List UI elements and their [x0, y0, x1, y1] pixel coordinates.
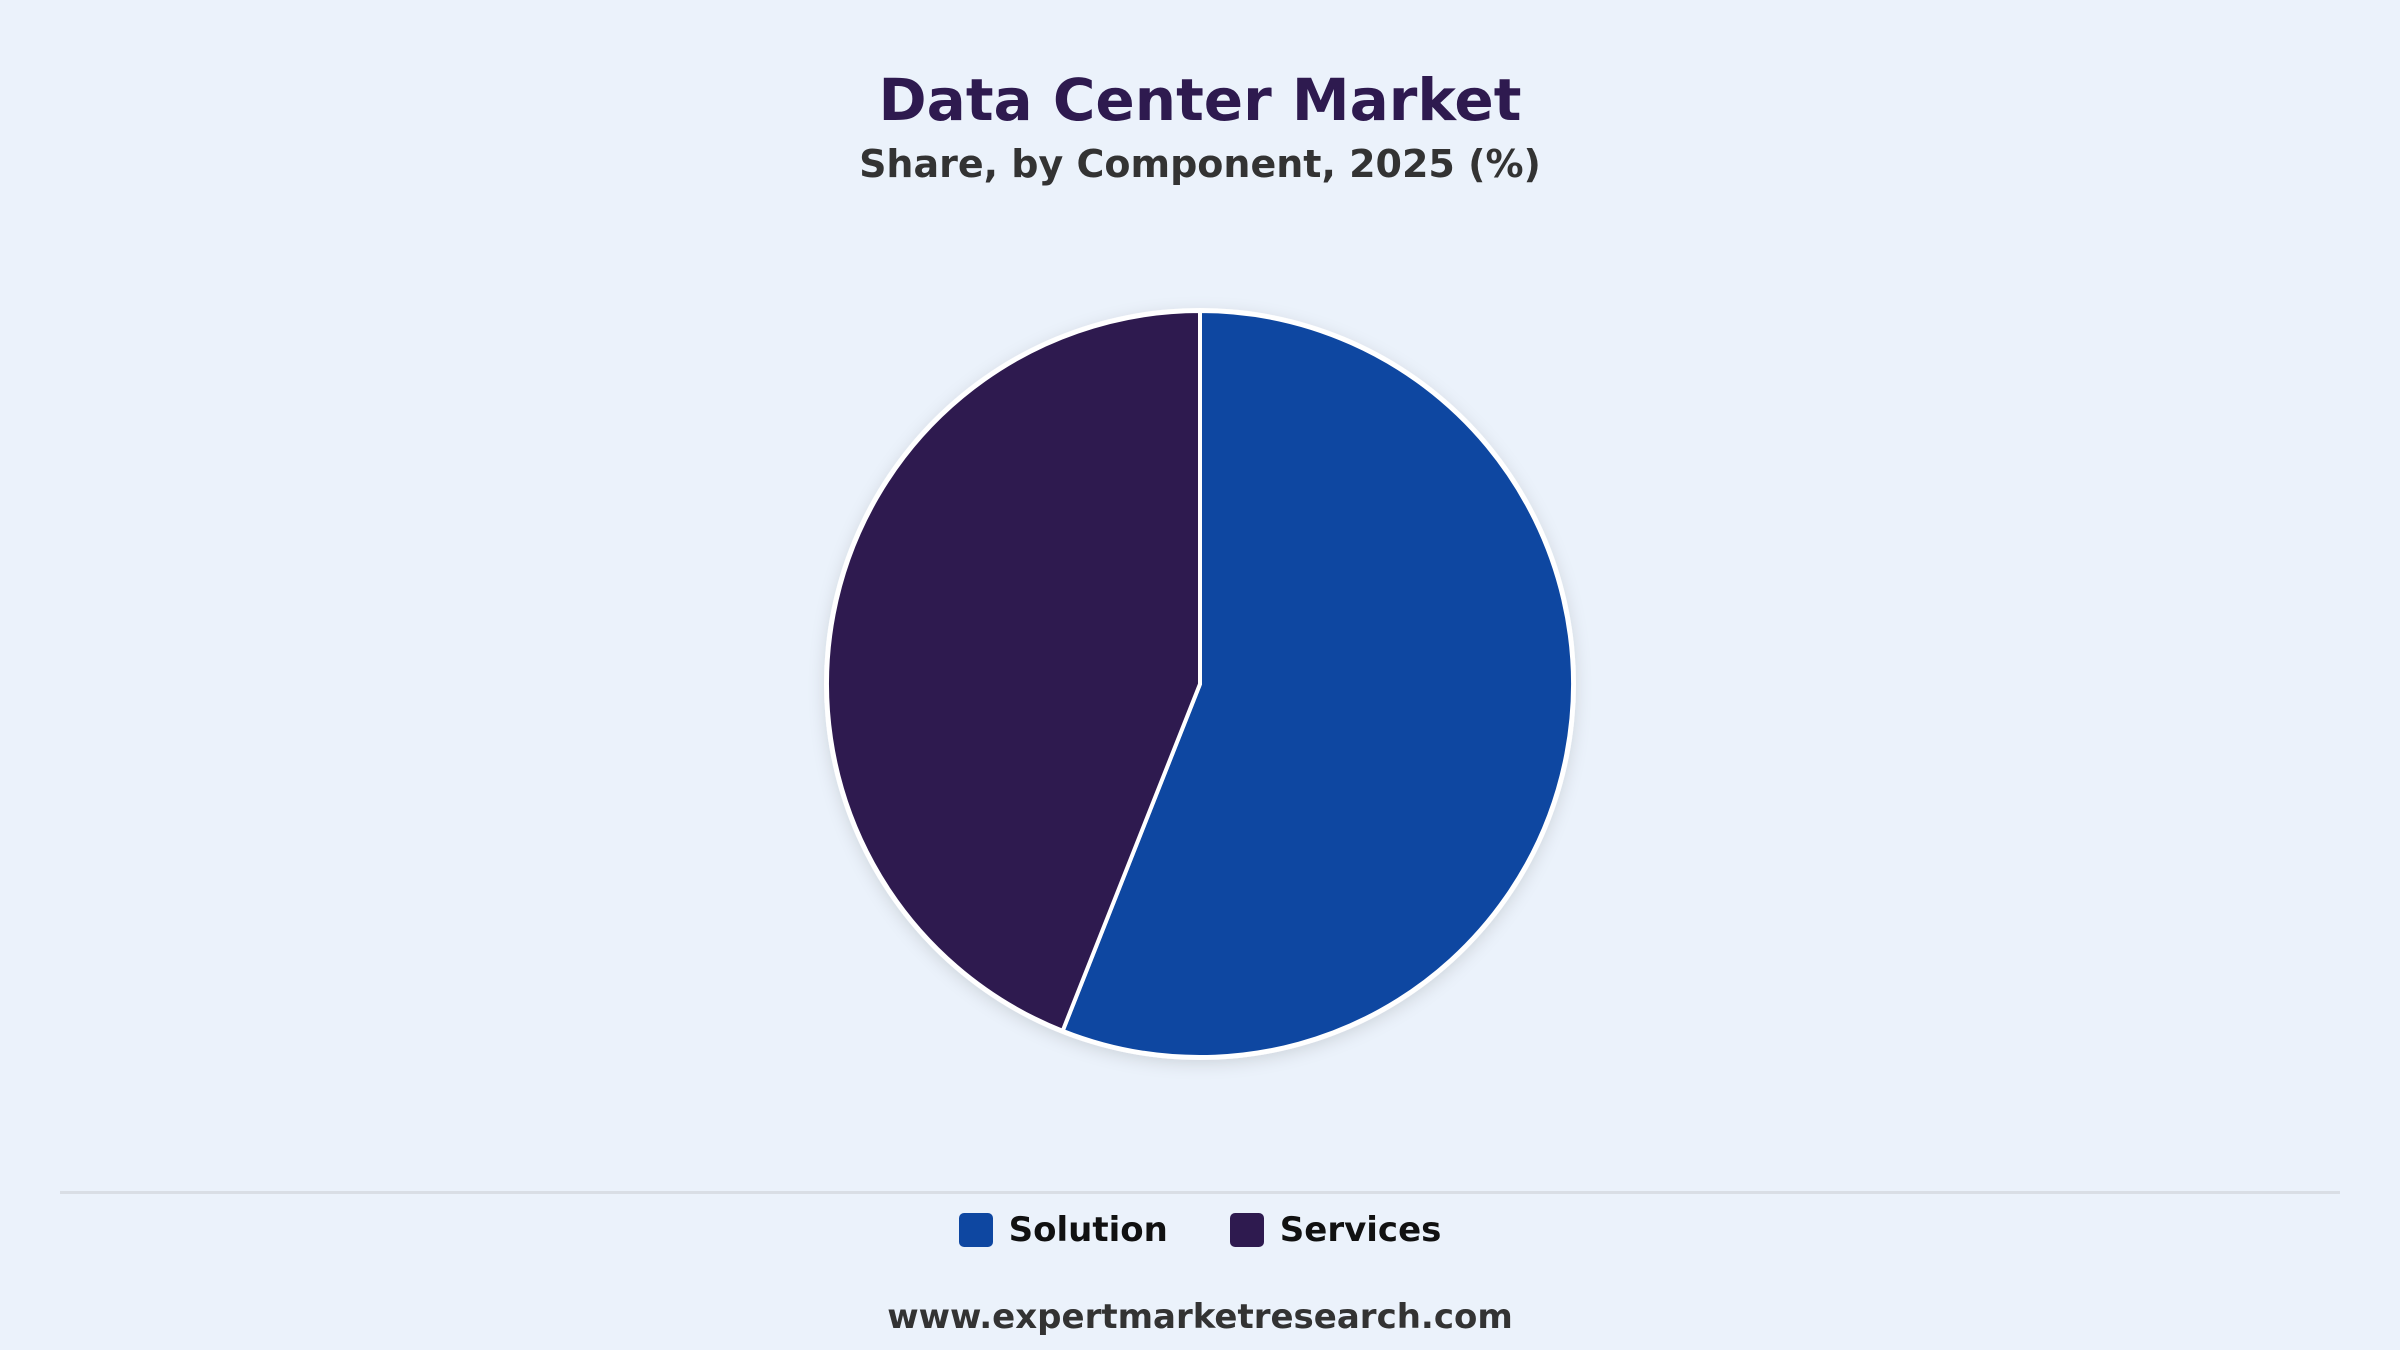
- pie-slices: [824, 309, 1575, 1059]
- pie-slice-services[interactable]: [824, 309, 1202, 1033]
- legend-divider: [60, 1191, 2340, 1194]
- legend-swatch-services: [1229, 1213, 1264, 1247]
- legend: Solution Services: [0, 1207, 2400, 1253]
- legend-label-services: Services: [1279, 1210, 1442, 1250]
- chart-title: Data Center Market: [878, 66, 1522, 134]
- legend-item-solution[interactable]: Solution: [958, 1207, 1168, 1253]
- legend-swatch-solution: [958, 1213, 993, 1247]
- legend-label-solution: Solution: [1008, 1210, 1168, 1250]
- legend-item-services[interactable]: Services: [1229, 1207, 1442, 1253]
- chart-subtitle: Share, by Component, 2025 (%): [859, 142, 1541, 186]
- source-url: www.expertmarketresearch.com: [887, 1297, 1513, 1337]
- pie-slice-solution[interactable]: [1060, 309, 1575, 1059]
